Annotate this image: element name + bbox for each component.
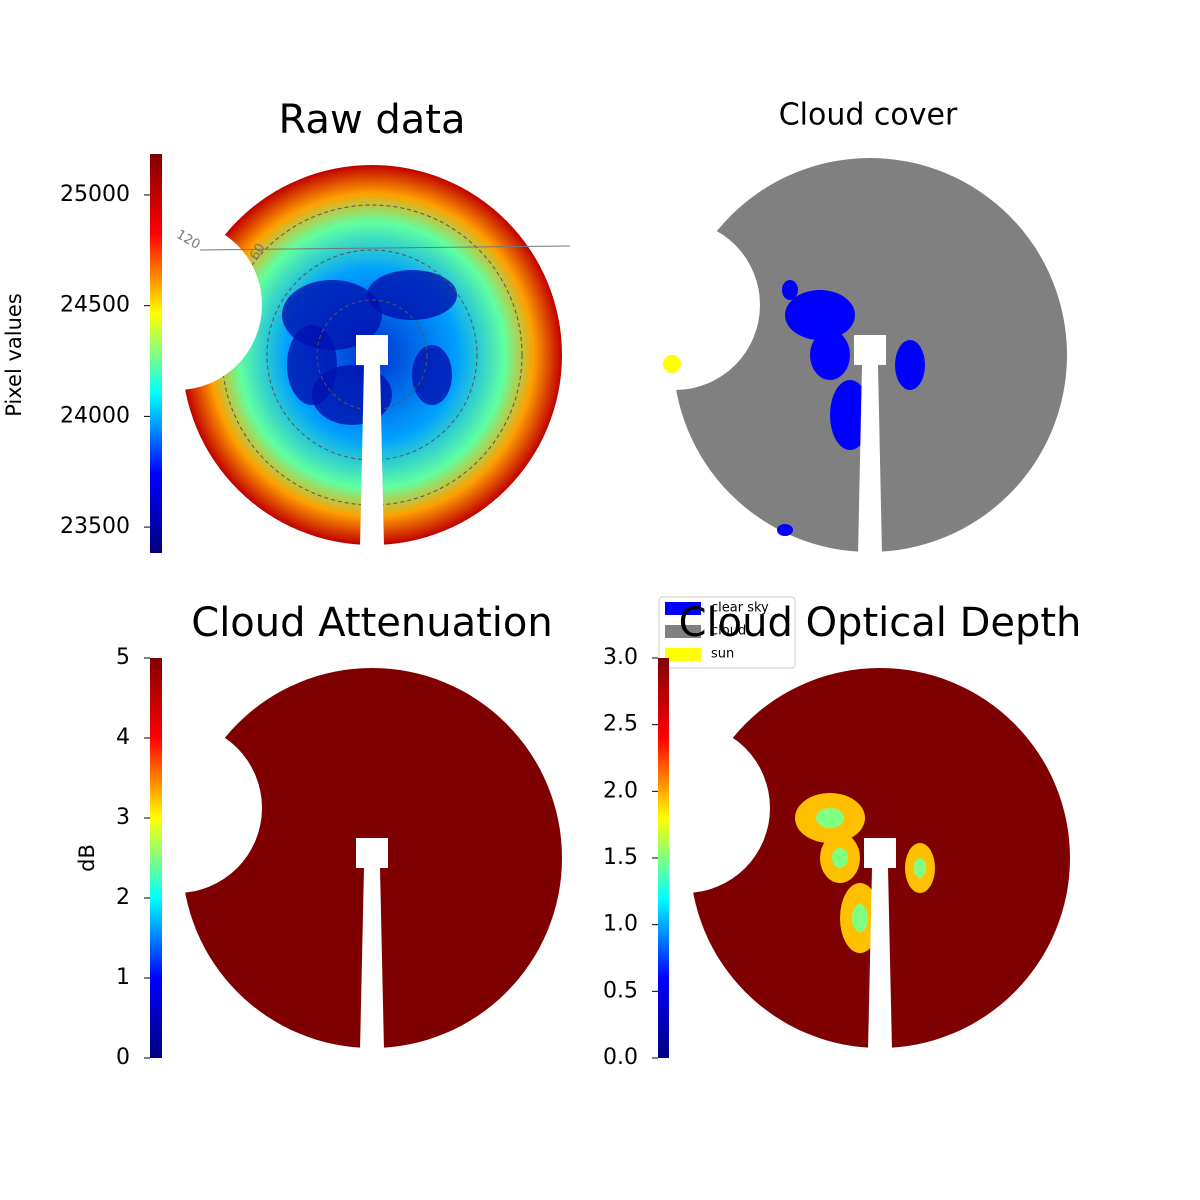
- image-blob: [810, 330, 850, 380]
- mask-notch: [590, 220, 760, 390]
- colorbar-tick-label: 0: [116, 1045, 130, 1070]
- colorbar-tick-label: 0.5: [603, 978, 638, 1003]
- mask-pole: [854, 335, 886, 554]
- polar-spoke: [199, 245, 571, 251]
- image-blob: [816, 808, 844, 828]
- image-blob: [832, 848, 848, 868]
- image-blob: [287, 325, 337, 405]
- image-blob: [785, 290, 855, 340]
- mask-notch: [600, 723, 770, 893]
- image-blob: [852, 904, 868, 932]
- sun-marker: [663, 355, 681, 373]
- colorbar-tick-label: 2.5: [603, 712, 638, 737]
- mask-pole: [356, 838, 388, 1050]
- colorbar-tick-label: 1: [116, 965, 130, 990]
- legend-swatch: [665, 625, 701, 638]
- polar-label: 60: [247, 241, 268, 263]
- image: [600, 668, 1070, 1050]
- colorbar-tick-label: 24000: [60, 403, 130, 428]
- mask-notch: [92, 723, 262, 893]
- colorbar-tick-label: 5: [116, 645, 130, 670]
- colorbar-tick-label: 2: [116, 885, 130, 910]
- colorbar-tick-label: 3.0: [603, 645, 638, 670]
- mask-notch: [92, 220, 262, 390]
- legend-label: cloud: [711, 624, 746, 639]
- colorbar-label: dB: [75, 844, 99, 872]
- image: [92, 165, 562, 547]
- panel-title: Cloud Attenuation: [191, 600, 552, 646]
- legend-label: clear sky: [711, 601, 769, 616]
- legend-swatch: [665, 648, 701, 661]
- image-blob: [777, 524, 793, 536]
- image-blob: [367, 270, 457, 320]
- image-blob: [830, 380, 870, 450]
- colorbar-tick-label: 0.0: [603, 1045, 638, 1070]
- colorbar-tick-label: 24500: [60, 293, 130, 318]
- legend-swatch: [665, 602, 701, 615]
- colorbar-tick-label: 4: [116, 725, 130, 750]
- image: [590, 158, 1067, 554]
- colorbar: [150, 658, 162, 1058]
- colorbar-tick-label: 23500: [60, 514, 130, 539]
- image-blob: [412, 345, 452, 405]
- image-blob: [895, 340, 925, 390]
- mask-pole: [864, 838, 896, 1050]
- colorbar-tick-label: 1.5: [603, 845, 638, 870]
- legend-label: sun: [711, 647, 734, 662]
- colorbar-tick-label: 3: [116, 805, 130, 830]
- panel-title: Cloud cover: [779, 98, 958, 133]
- image-blob: [782, 280, 798, 300]
- panel-title: Cloud Optical Depth: [679, 600, 1082, 646]
- mask-pole: [356, 335, 388, 547]
- image: [92, 668, 562, 1050]
- colorbar-tick-label: 2.0: [603, 778, 638, 803]
- image-blob: [914, 858, 926, 878]
- panel-title: Raw data: [279, 97, 466, 143]
- colorbar: [150, 154, 162, 553]
- colorbar-tick-label: 1.0: [603, 912, 638, 937]
- colorbar-label: Pixel values: [2, 293, 26, 417]
- colorbar: [658, 658, 669, 1058]
- colorbar-tick-label: 25000: [60, 182, 130, 207]
